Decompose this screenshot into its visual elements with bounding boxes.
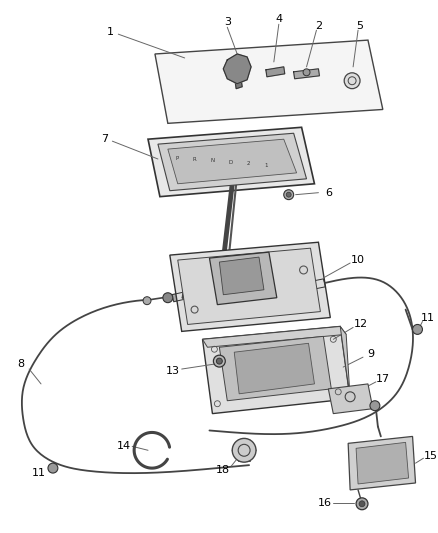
- Polygon shape: [202, 326, 350, 414]
- Polygon shape: [308, 279, 325, 290]
- Text: 1: 1: [264, 163, 267, 168]
- Circle shape: [232, 439, 255, 462]
- Polygon shape: [167, 139, 296, 184]
- Text: 8: 8: [18, 359, 25, 369]
- Circle shape: [143, 297, 151, 305]
- Polygon shape: [155, 40, 382, 123]
- Polygon shape: [347, 437, 415, 490]
- Polygon shape: [219, 257, 263, 295]
- Text: 15: 15: [422, 451, 436, 461]
- Text: 11: 11: [420, 312, 434, 322]
- Text: D: D: [228, 160, 232, 165]
- Circle shape: [162, 293, 173, 303]
- Circle shape: [283, 190, 293, 200]
- Text: 2: 2: [314, 21, 321, 31]
- Polygon shape: [293, 69, 319, 79]
- Text: 16: 16: [317, 498, 331, 508]
- Circle shape: [216, 358, 222, 364]
- Polygon shape: [177, 248, 320, 325]
- Text: 11: 11: [32, 468, 46, 478]
- Text: 4: 4: [275, 14, 282, 25]
- Circle shape: [302, 69, 309, 76]
- Polygon shape: [148, 127, 314, 197]
- Circle shape: [343, 73, 359, 88]
- Circle shape: [48, 463, 58, 473]
- Text: 14: 14: [117, 441, 131, 451]
- Text: 18: 18: [216, 465, 230, 475]
- Text: 5: 5: [356, 21, 363, 31]
- Text: 6: 6: [324, 188, 331, 198]
- Circle shape: [355, 498, 367, 510]
- Polygon shape: [234, 343, 314, 394]
- Circle shape: [412, 325, 421, 334]
- Polygon shape: [328, 384, 372, 414]
- Text: 10: 10: [350, 255, 364, 265]
- Circle shape: [213, 355, 225, 367]
- Polygon shape: [209, 252, 276, 305]
- Polygon shape: [355, 442, 408, 484]
- Text: 12: 12: [353, 319, 367, 329]
- Text: P: P: [175, 156, 178, 160]
- Text: 7: 7: [101, 134, 108, 144]
- Circle shape: [358, 501, 364, 507]
- Polygon shape: [219, 336, 331, 401]
- Text: 17: 17: [375, 374, 389, 384]
- Text: 2: 2: [246, 161, 249, 166]
- Polygon shape: [223, 54, 251, 84]
- Text: N: N: [210, 158, 214, 164]
- Text: 9: 9: [367, 349, 374, 359]
- Circle shape: [286, 192, 290, 197]
- Polygon shape: [158, 133, 306, 191]
- Text: 1: 1: [106, 27, 113, 37]
- Polygon shape: [265, 67, 284, 77]
- Polygon shape: [170, 242, 329, 332]
- Polygon shape: [202, 326, 346, 347]
- Polygon shape: [171, 291, 191, 302]
- Circle shape: [369, 401, 379, 410]
- Text: 3: 3: [223, 17, 230, 27]
- Polygon shape: [339, 326, 350, 399]
- Text: R: R: [192, 157, 196, 162]
- Text: 13: 13: [166, 366, 180, 376]
- Polygon shape: [235, 80, 242, 88]
